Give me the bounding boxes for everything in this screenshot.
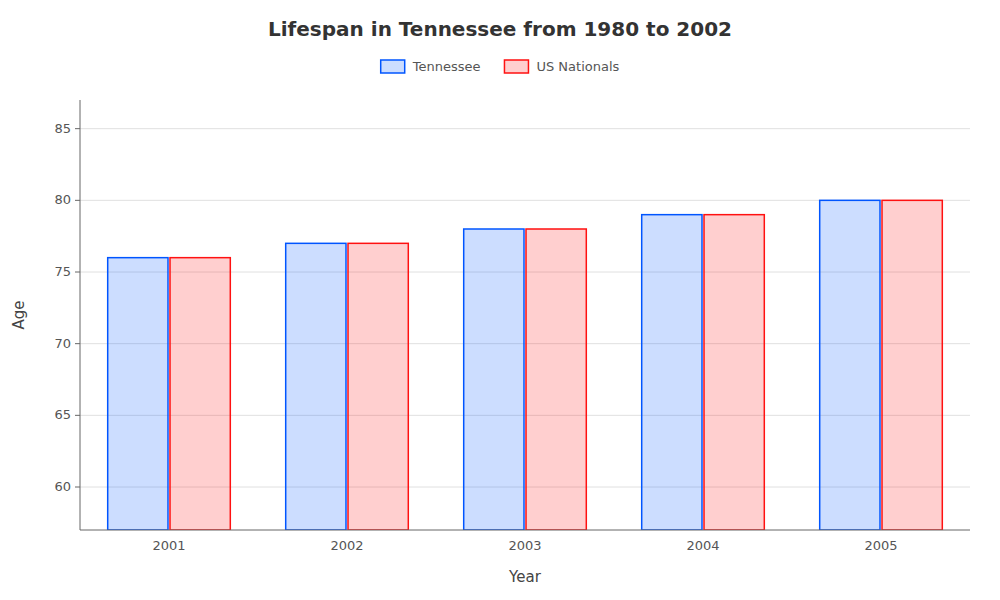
grid-line <box>80 128 970 129</box>
x-axis-line <box>80 530 970 531</box>
x-tick-label: 2004 <box>686 538 719 553</box>
legend-swatch <box>381 60 405 73</box>
y-tick-label: 75 <box>54 264 71 279</box>
chart: Lifespan in Tennessee from 1980 to 2002 6… <box>0 0 1000 600</box>
legend-item: Tennessee <box>381 59 481 74</box>
legend: Tennessee US Nationals <box>381 59 620 74</box>
y-tick-label: 65 <box>54 407 71 422</box>
y-tick <box>75 200 80 201</box>
y-tick-label: 70 <box>54 336 71 351</box>
y-tick <box>75 415 80 416</box>
y-tick-label: 80 <box>54 192 71 207</box>
x-tick-label: 2005 <box>864 538 897 553</box>
y-axis-line <box>80 100 81 530</box>
legend-label: US Nationals <box>536 59 619 74</box>
x-tick-label: 2001 <box>152 538 185 553</box>
bars <box>108 200 943 530</box>
title: Lifespan in Tennessee from 1980 to 2002 <box>268 17 732 41</box>
bar <box>348 243 408 530</box>
bar <box>820 200 880 530</box>
y-tick-label: 85 <box>54 121 71 136</box>
y-tick <box>75 487 80 488</box>
x-tick-label: 2002 <box>330 538 363 553</box>
bar <box>170 258 230 530</box>
y-tick <box>75 128 80 129</box>
legend-label: Tennessee <box>412 59 481 74</box>
y-tick <box>75 272 80 273</box>
bar <box>882 200 942 530</box>
legend-swatch <box>504 60 528 73</box>
chart-container: Lifespan in Tennessee from 1980 to 2002 6… <box>0 0 1000 600</box>
bar <box>642 215 702 530</box>
legend-item: US Nationals <box>504 59 619 74</box>
bar <box>704 215 764 530</box>
bar <box>526 229 586 530</box>
bar <box>108 258 168 530</box>
y-tick-label: 60 <box>54 479 71 494</box>
x-tick-label: 2003 <box>508 538 541 553</box>
bar <box>286 243 346 530</box>
y-axis-label: Age <box>10 300 28 329</box>
x-axis-label: Year <box>508 568 542 586</box>
bar <box>464 229 524 530</box>
y-tick <box>75 343 80 344</box>
